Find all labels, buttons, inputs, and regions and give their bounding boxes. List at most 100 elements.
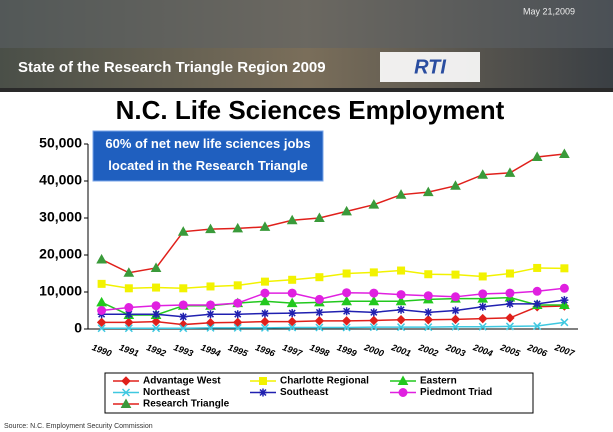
marker [531, 151, 543, 161]
marker [97, 279, 106, 288]
marker [450, 314, 461, 325]
banner-photo [0, 0, 613, 48]
x-tick-label: 1998 [308, 342, 330, 358]
x-tick-label: 1993 [172, 342, 194, 358]
marker [478, 289, 488, 299]
marker [315, 323, 324, 332]
legend-label: Piedmont Triad [420, 387, 492, 398]
y-tick-label: 0 [74, 320, 82, 336]
marker [396, 315, 406, 325]
marker [179, 312, 188, 321]
marker [288, 275, 297, 284]
marker [422, 186, 434, 197]
x-tick-label: 1996 [254, 342, 277, 359]
marker [423, 315, 433, 325]
marker [505, 269, 514, 278]
marker [559, 299, 570, 309]
banner-title: State of the Research Triangle Region 20… [18, 59, 326, 76]
marker [233, 310, 242, 319]
marker [369, 323, 378, 332]
marker [424, 308, 433, 317]
marker [342, 323, 351, 332]
legend-label: Research Triangle [143, 399, 230, 410]
x-tick-label: 2001 [389, 342, 412, 359]
x-tick-label: 1999 [336, 342, 358, 358]
banner-date: May 21,2009 [523, 6, 575, 16]
banner-rule [0, 88, 613, 92]
marker [124, 310, 133, 319]
marker [478, 272, 487, 281]
legend-label: Advantage West [143, 376, 221, 387]
marker [121, 376, 131, 386]
y-tick-label: 50,000 [39, 135, 82, 151]
marker [341, 316, 352, 326]
marker [559, 283, 569, 293]
marker [96, 253, 107, 264]
marker [260, 323, 269, 332]
marker [451, 306, 460, 315]
marker [288, 309, 297, 318]
y-tick-label: 20,000 [39, 246, 82, 262]
x-tick-label: 1990 [91, 342, 113, 358]
marker [260, 309, 269, 318]
marker [97, 306, 107, 315]
series-line [101, 287, 565, 312]
y-tick-label: 40,000 [39, 172, 82, 188]
marker [121, 388, 131, 397]
marker [97, 324, 106, 333]
annotation: 60% of net new life sciences jobs locate… [105, 136, 310, 173]
marker [424, 270, 433, 279]
marker [124, 284, 133, 293]
legend [104, 372, 534, 414]
x-tick-label: 2004 [471, 342, 494, 359]
marker [96, 317, 107, 328]
y-tick-label: 30,000 [39, 209, 82, 225]
marker [259, 295, 271, 306]
marker [368, 295, 380, 306]
series-line [101, 296, 565, 316]
marker [505, 288, 515, 298]
marker [259, 221, 271, 231]
marker [451, 322, 460, 331]
marker [314, 212, 325, 222]
marker [315, 273, 324, 282]
marker [395, 295, 407, 306]
marker [504, 167, 516, 177]
marker [397, 266, 406, 275]
series-line [101, 153, 565, 274]
marker [260, 288, 270, 298]
marker [150, 262, 162, 272]
marker [478, 313, 488, 324]
marker [398, 388, 408, 397]
marker [369, 315, 379, 326]
x-tick-label: 1991 [118, 342, 140, 358]
marker [424, 323, 433, 332]
x-tick-label: 2006 [525, 342, 549, 359]
marker [206, 282, 215, 291]
marker [287, 316, 297, 327]
logo: RTI [414, 56, 446, 78]
marker [559, 148, 570, 158]
marker [152, 310, 161, 319]
marker [152, 324, 161, 333]
legend-label: Southeast [280, 387, 329, 398]
marker [369, 288, 379, 298]
marker [342, 288, 352, 298]
logo-box [380, 52, 480, 82]
marker [451, 270, 460, 279]
marker [286, 297, 298, 308]
marker [260, 316, 270, 327]
marker [123, 267, 135, 277]
marker [205, 318, 216, 328]
marker [533, 263, 542, 272]
marker [178, 300, 188, 310]
marker [315, 308, 324, 317]
marker [259, 388, 267, 397]
legend-label: Northeast [143, 387, 190, 398]
marker [451, 292, 460, 302]
marker [368, 199, 380, 209]
annotation-box [92, 130, 324, 182]
marker [260, 277, 269, 286]
marker [477, 169, 489, 179]
